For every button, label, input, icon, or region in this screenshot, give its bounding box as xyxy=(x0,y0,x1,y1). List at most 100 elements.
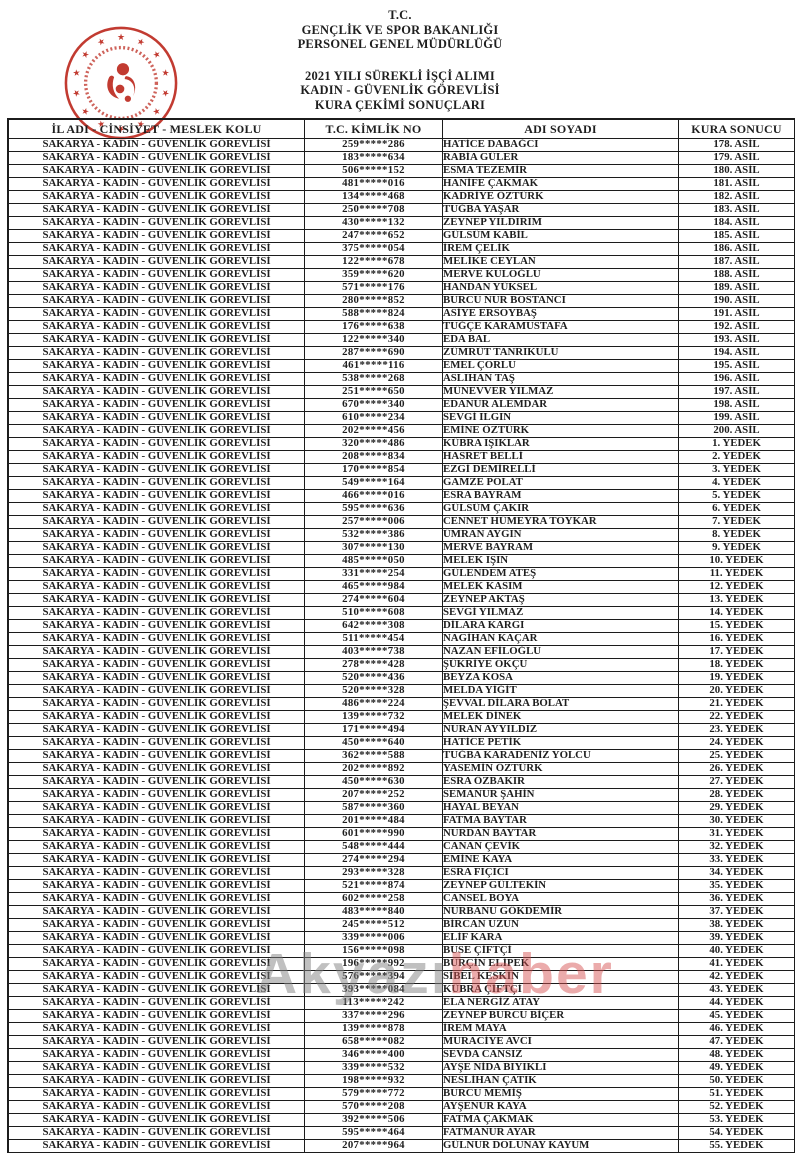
province-cell: SAKARYA - KADIN - GÜVENLİK GÖREVLİSİ xyxy=(9,321,305,334)
results-table-body: SAKARYA - KADIN - GÜVENLİK GÖREVLİSİ 259*… xyxy=(9,139,795,1153)
name-cell: ELA NERGİZ ATAY xyxy=(443,997,679,1010)
name-cell: HANDAN YÜKSEL xyxy=(443,282,679,295)
province-cell: SAKARYA - KADIN - GÜVENLİK GÖREVLİSİ xyxy=(9,620,305,633)
table-row: SAKARYA - KADIN - GÜVENLİK GÖREVLİSİ 337*… xyxy=(9,1010,795,1023)
name-cell: ESRA BAYRAM xyxy=(443,490,679,503)
header-department: PERSONEL GENEL MÜDÜRLÜĞÜ xyxy=(297,37,503,51)
name-cell: EMİNE KAYA xyxy=(443,854,679,867)
result-cell: 199. ASİL xyxy=(679,412,795,425)
name-cell: ASİYE ERSOYBAŞ xyxy=(443,308,679,321)
table-row: SAKARYA - KADIN - GÜVENLİK GÖREVLİSİ 595*… xyxy=(9,1127,795,1140)
province-cell: SAKARYA - KADIN - GÜVENLİK GÖREVLİSİ xyxy=(9,360,305,373)
result-cell: 179. ASİL xyxy=(679,152,795,165)
name-cell: SEMANUR ŞAHİN xyxy=(443,789,679,802)
name-cell: NURAN AYYILDIZ xyxy=(443,724,679,737)
table-row: SAKARYA - KADIN - GÜVENLİK GÖREVLİSİ 506*… xyxy=(9,165,795,178)
table-row: SAKARYA - KADIN - GÜVENLİK GÖREVLİSİ 170*… xyxy=(9,464,795,477)
province-cell: SAKARYA - KADIN - GÜVENLİK GÖREVLİSİ xyxy=(9,490,305,503)
result-cell: 27. YEDEK xyxy=(679,776,795,789)
province-cell: SAKARYA - KADIN - GÜVENLİK GÖREVLİSİ xyxy=(9,932,305,945)
table-row: SAKARYA - KADIN - GÜVENLİK GÖREVLİSİ 670*… xyxy=(9,399,795,412)
tc-id-cell: 307*****130 xyxy=(305,542,443,555)
province-cell: SAKARYA - KADIN - GÜVENLİK GÖREVLİSİ xyxy=(9,464,305,477)
table-row: SAKARYA - KADIN - GÜVENLİK GÖREVLİSİ 339*… xyxy=(9,932,795,945)
result-cell: 191. ASİL xyxy=(679,308,795,321)
name-cell: TUĞBA YAŞAR xyxy=(443,204,679,217)
result-cell: 11. YEDEK xyxy=(679,568,795,581)
name-cell: BURCU MEMİŞ xyxy=(443,1088,679,1101)
tc-id-cell: 450*****640 xyxy=(305,737,443,750)
table-header-row: İL ADI - CİNSİYET - MESLEK KOLU T.C. KİM… xyxy=(9,120,795,139)
document-header: T.C. GENÇLİK VE SPOR BAKANLIĞI PERSONEL … xyxy=(0,8,800,112)
province-cell: SAKARYA - KADIN - GÜVENLİK GÖREVLİSİ xyxy=(9,438,305,451)
name-cell: ESMA TEZEMİR xyxy=(443,165,679,178)
result-cell: 16. YEDEK xyxy=(679,633,795,646)
name-cell: TUĞÇE KARAMUSTAFA xyxy=(443,321,679,334)
result-cell: 32. YEDEK xyxy=(679,841,795,854)
table-row: SAKARYA - KADIN - GÜVENLİK GÖREVLİSİ 156*… xyxy=(9,945,795,958)
name-cell: İREM MAYA xyxy=(443,1023,679,1036)
table-row: SAKARYA - KADIN - GÜVENLİK GÖREVLİSİ 202*… xyxy=(9,425,795,438)
result-cell: 26. YEDEK xyxy=(679,763,795,776)
province-cell: SAKARYA - KADIN - GÜVENLİK GÖREVLİSİ xyxy=(9,724,305,737)
province-cell: SAKARYA - KADIN - GÜVENLİK GÖREVLİSİ xyxy=(9,737,305,750)
name-cell: SEVGİ ILGIN xyxy=(443,412,679,425)
table-row: SAKARYA - KADIN - GÜVENLİK GÖREVLİSİ 257*… xyxy=(9,516,795,529)
table-row: SAKARYA - KADIN - GÜVENLİK GÖREVLİSİ 196*… xyxy=(9,958,795,971)
tc-id-cell: 549*****164 xyxy=(305,477,443,490)
province-cell: SAKARYA - KADIN - GÜVENLİK GÖREVLİSİ xyxy=(9,958,305,971)
province-cell: SAKARYA - KADIN - GÜVENLİK GÖREVLİSİ xyxy=(9,139,305,152)
table-row: SAKARYA - KADIN - GÜVENLİK GÖREVLİSİ 134*… xyxy=(9,191,795,204)
province-cell: SAKARYA - KADIN - GÜVENLİK GÖREVLİSİ xyxy=(9,633,305,646)
tc-id-cell: 486*****224 xyxy=(305,698,443,711)
tc-id-cell: 170*****854 xyxy=(305,464,443,477)
name-cell: ZEYNEP BURCU BİÇER xyxy=(443,1010,679,1023)
province-cell: SAKARYA - KADIN - GÜVENLİK GÖREVLİSİ xyxy=(9,477,305,490)
tc-id-cell: 520*****328 xyxy=(305,685,443,698)
tc-id-cell: 274*****604 xyxy=(305,594,443,607)
tc-id-cell: 658*****082 xyxy=(305,1036,443,1049)
table-row: SAKARYA - KADIN - GÜVENLİK GÖREVLİSİ 450*… xyxy=(9,776,795,789)
tc-id-cell: 287*****690 xyxy=(305,347,443,360)
table-row: SAKARYA - KADIN - GÜVENLİK GÖREVLİSİ 466*… xyxy=(9,490,795,503)
result-cell: 182. ASİL xyxy=(679,191,795,204)
table-row: SAKARYA - KADIN - GÜVENLİK GÖREVLİSİ 510*… xyxy=(9,607,795,620)
table-row: SAKARYA - KADIN - GÜVENLİK GÖREVLİSİ 486*… xyxy=(9,698,795,711)
table-row: SAKARYA - KADIN - GÜVENLİK GÖREVLİSİ 274*… xyxy=(9,594,795,607)
table-row: SAKARYA - KADIN - GÜVENLİK GÖREVLİSİ 521*… xyxy=(9,880,795,893)
province-cell: SAKARYA - KADIN - GÜVENLİK GÖREVLİSİ xyxy=(9,867,305,880)
tc-id-cell: 208*****834 xyxy=(305,451,443,464)
result-cell: 22. YEDEK xyxy=(679,711,795,724)
name-cell: FATMA ÇAKMAK xyxy=(443,1114,679,1127)
seal-center-emblem xyxy=(107,63,136,102)
table-row: SAKARYA - KADIN - GÜVENLİK GÖREVLİSİ 461*… xyxy=(9,360,795,373)
name-cell: BUSE ÇİFTÇİ xyxy=(443,945,679,958)
tc-id-cell: 548*****444 xyxy=(305,841,443,854)
name-cell: ZÜMRÜT TANRIKULU xyxy=(443,347,679,360)
province-cell: SAKARYA - KADIN - GÜVENLİK GÖREVLİSİ xyxy=(9,1036,305,1049)
tc-id-cell: 595*****464 xyxy=(305,1127,443,1140)
header-tc: T.C. xyxy=(388,8,412,22)
tc-id-cell: 595*****636 xyxy=(305,503,443,516)
result-cell: 8. YEDEK xyxy=(679,529,795,542)
result-cell: 1. YEDEK xyxy=(679,438,795,451)
name-cell: KÜBRA ÇİFTÇİ xyxy=(443,984,679,997)
name-cell: NAZAN EFİLOĞLU xyxy=(443,646,679,659)
tc-id-cell: 450*****630 xyxy=(305,776,443,789)
tc-id-cell: 293*****328 xyxy=(305,867,443,880)
tc-id-cell: 670*****340 xyxy=(305,399,443,412)
name-cell: NESLİHAN ÇATIK xyxy=(443,1075,679,1088)
table-row: SAKARYA - KADIN - GÜVENLİK GÖREVLİSİ 511*… xyxy=(9,633,795,646)
table-row: SAKARYA - KADIN - GÜVENLİK GÖREVLİSİ 520*… xyxy=(9,672,795,685)
svg-text:★: ★ xyxy=(95,36,107,48)
column-header-result: KURA SONUCU xyxy=(679,120,795,139)
table-row: SAKARYA - KADIN - GÜVENLİK GÖREVLİSİ 287*… xyxy=(9,347,795,360)
name-cell: SEVGİ YILMAZ xyxy=(443,607,679,620)
table-row: SAKARYA - KADIN - GÜVENLİK GÖREVLİSİ 259*… xyxy=(9,139,795,152)
table-row: SAKARYA - KADIN - GÜVENLİK GÖREVLİSİ 176*… xyxy=(9,321,795,334)
tc-id-cell: 481*****016 xyxy=(305,178,443,191)
province-cell: SAKARYA - KADIN - GÜVENLİK GÖREVLİSİ xyxy=(9,542,305,555)
table-row: SAKARYA - KADIN - GÜVENLİK GÖREVLİSİ 549*… xyxy=(9,477,795,490)
name-cell: BEYZA KOSA xyxy=(443,672,679,685)
result-cell: 23. YEDEK xyxy=(679,724,795,737)
